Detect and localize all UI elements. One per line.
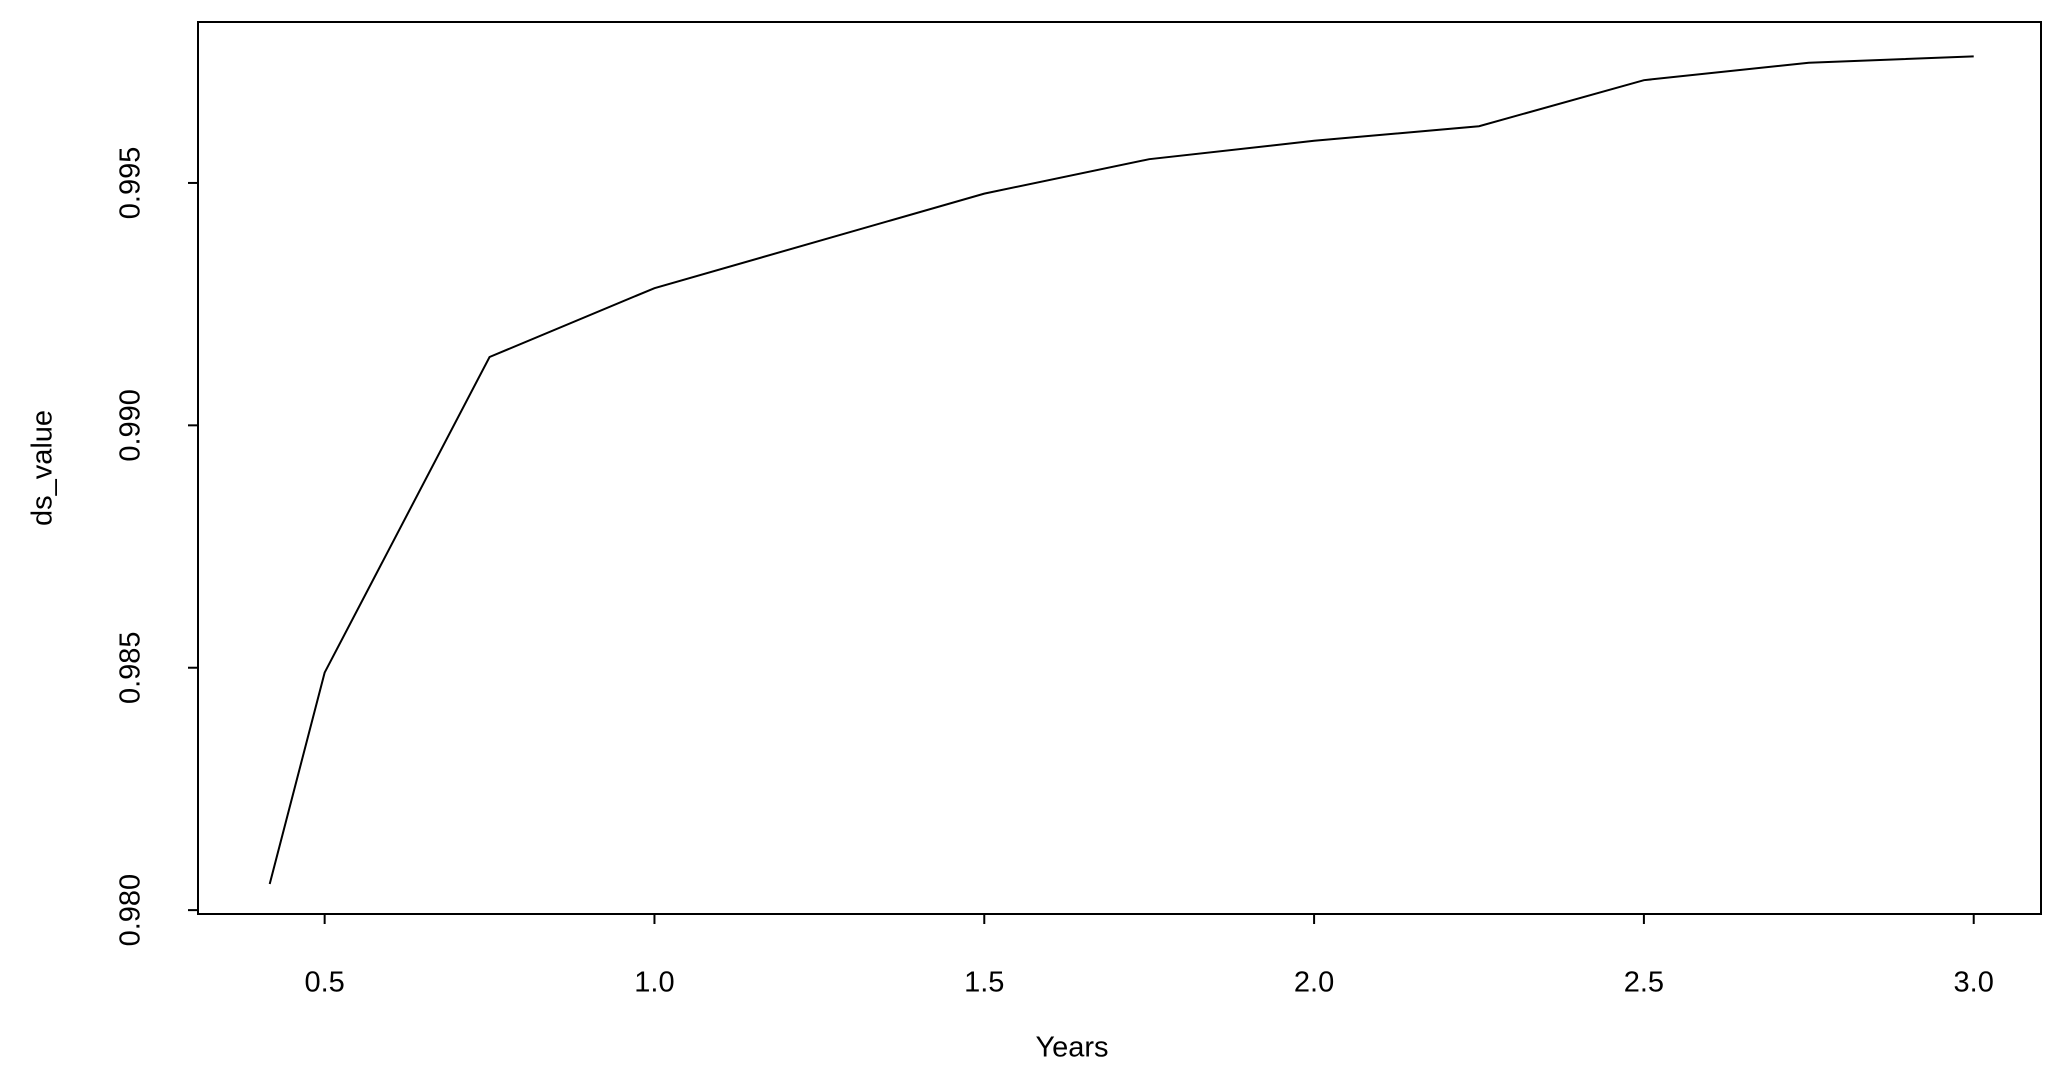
plot-frame xyxy=(197,21,2042,915)
y-tick-label: 0.985 xyxy=(115,631,147,704)
x-axis-title: Years xyxy=(1035,1032,1108,1064)
x-tick-label: 0.5 xyxy=(304,967,344,999)
x-tick-label: 1.5 xyxy=(964,967,1004,999)
data-line xyxy=(268,55,1974,885)
y-axis-title: ds_value xyxy=(27,410,59,526)
x-tick-label: 3.0 xyxy=(1954,967,1994,999)
y-tick-label: 0.980 xyxy=(115,874,147,947)
x-tick-label: 1.0 xyxy=(634,967,674,999)
y-tick-label: 0.990 xyxy=(115,389,147,462)
y-tick-label: 0.995 xyxy=(115,147,147,220)
x-tick-label: 2.5 xyxy=(1624,967,1664,999)
x-tick-label: 2.0 xyxy=(1294,967,1334,999)
